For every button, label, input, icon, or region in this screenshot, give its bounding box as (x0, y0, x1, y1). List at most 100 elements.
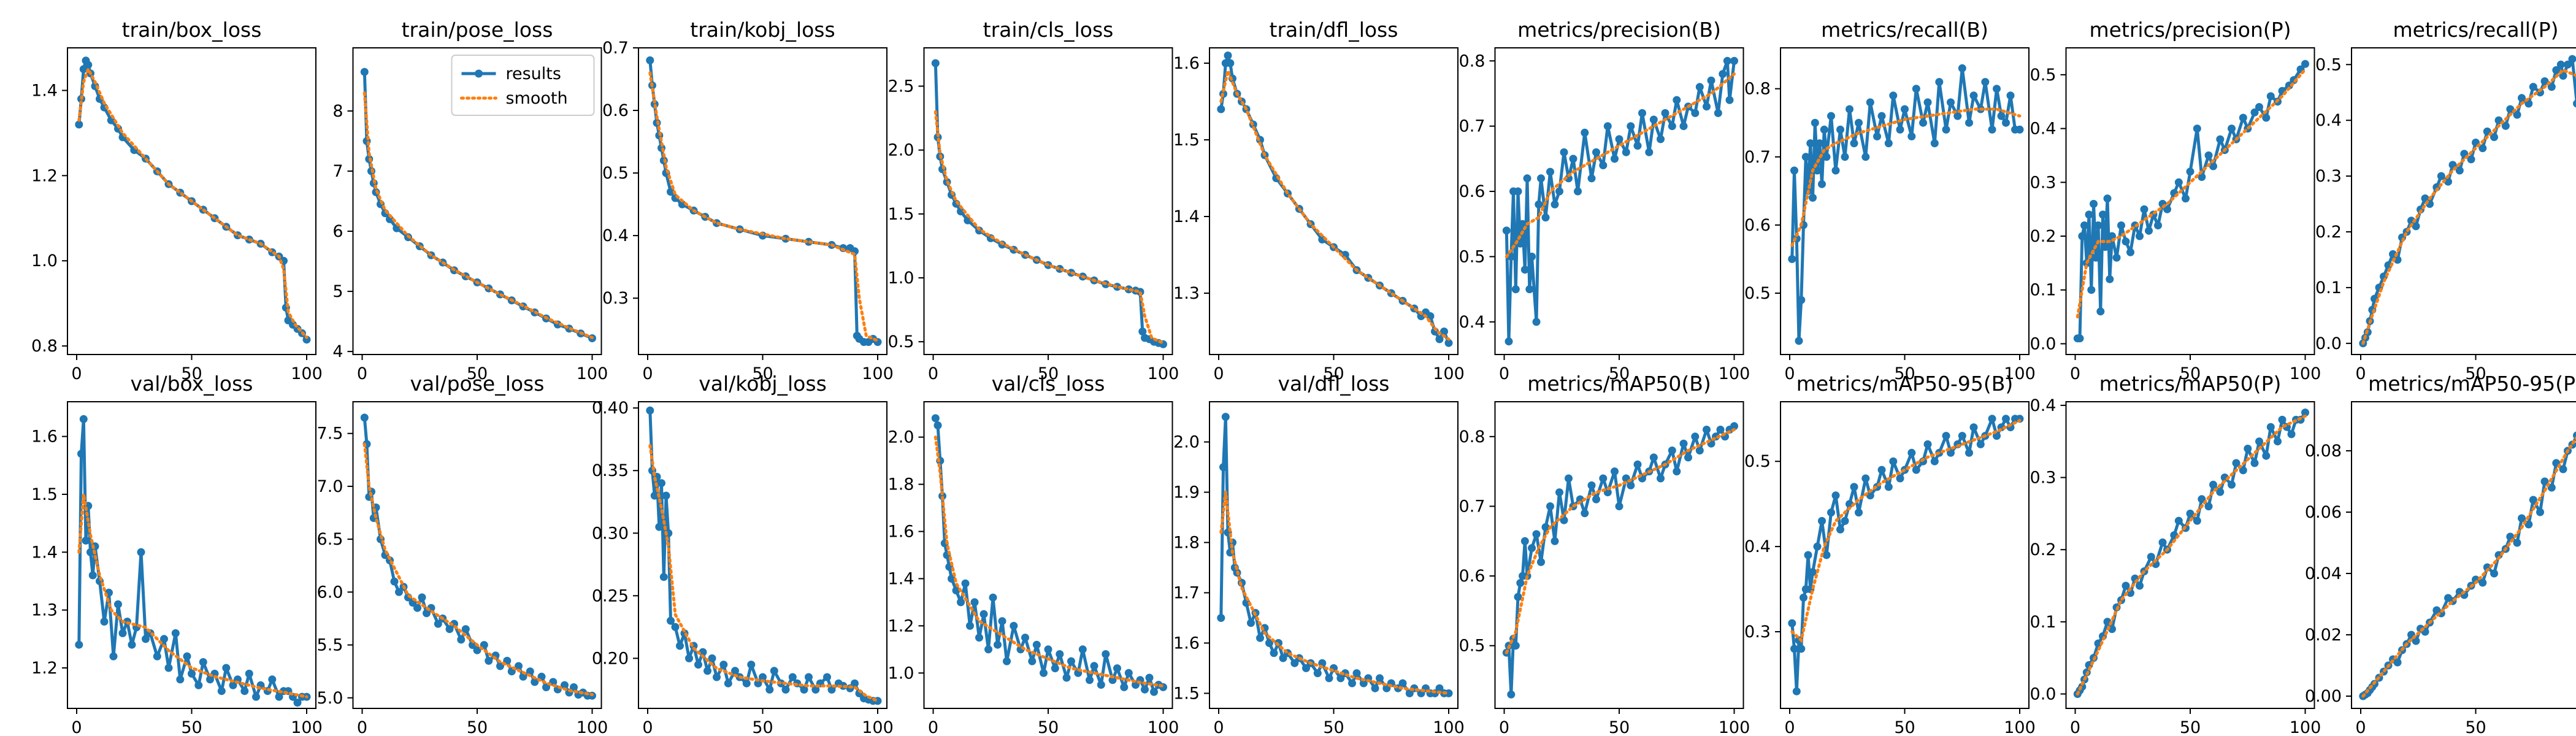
results-marker (160, 635, 168, 643)
smooth-line (1219, 66, 1451, 341)
results-marker (293, 699, 302, 707)
subplot: metrics/precision(P) 0 50 100 0.0 0.1 0.2 0.3 0.… (2030, 18, 2321, 383)
results-marker (1645, 148, 1654, 156)
y-tick-label: 6 (332, 222, 343, 241)
subplot-title: val/pose_loss (410, 372, 545, 396)
results-marker (2564, 60, 2572, 69)
smooth-line (362, 442, 594, 697)
y-tick-label: 0.02 (2305, 626, 2342, 645)
results-marker (2193, 125, 2201, 133)
results-marker (1592, 148, 1600, 156)
results-marker (188, 669, 196, 678)
results-marker (1988, 125, 1996, 134)
results-marker (1086, 676, 1094, 684)
smooth-line (2076, 415, 2307, 696)
results-marker (1813, 166, 1822, 175)
results-marker (2478, 144, 2487, 153)
results-marker (671, 623, 680, 631)
results-marker (2552, 66, 2561, 74)
x-tick-label: 100 (1719, 718, 1750, 736)
subplot: train/kobj_loss 0 50 100 0.3 0.4 0.5 0.6 0.7 (602, 18, 894, 383)
results-marker (1633, 460, 1642, 469)
x-tick-label: 50 (467, 718, 488, 736)
legend-box (451, 55, 595, 116)
results-marker (1615, 502, 1623, 510)
results-line (2076, 412, 2307, 695)
y-tick-label: 0.6 (602, 101, 629, 120)
results-marker (1611, 467, 1619, 476)
smooth-line (1505, 428, 1736, 654)
subplot: train/cls_loss 0 50 100 0.5 1.0 1.5 2.0 2.5 (888, 18, 1179, 383)
results-marker (2266, 423, 2275, 431)
results-marker (2209, 162, 2217, 171)
results-marker (933, 421, 942, 429)
x-tick-label: 100 (1148, 718, 1179, 736)
subplot: train/box_loss 0 50 100 0.8 1.0 1.2 1.4 (31, 18, 323, 383)
results-marker (1032, 640, 1041, 649)
results-marker (1822, 153, 1831, 161)
x-tick-label: 0 (2070, 718, 2080, 736)
y-tick-label: 1.2 (888, 616, 914, 635)
results-marker (418, 593, 426, 602)
results-marker (1657, 474, 1665, 483)
y-tick-label: 0.0 (2315, 334, 2342, 353)
results-marker (1969, 423, 1978, 432)
results-marker (2193, 516, 2201, 525)
results-marker (2278, 415, 2287, 424)
results-marker (1555, 488, 1563, 497)
results-marker (2182, 194, 2190, 203)
y-tick-label: 1.8 (888, 475, 914, 494)
smooth-line (2361, 68, 2576, 345)
subplot: val/pose_loss 0 50 100 5.0 5.5 6.0 6.5 7.0 7.5 (317, 372, 608, 736)
results-marker (2112, 253, 2121, 262)
y-tick-label: 1.5 (1173, 131, 1200, 150)
y-tick-label: 1.2 (31, 659, 58, 678)
results-marker (676, 642, 684, 650)
results-marker (1505, 337, 1513, 346)
subplot: metrics/mAP50(P) 0 50 100 0.0 0.1 0.2 0.3 0.4 (2030, 372, 2321, 736)
subplot-title: metrics/recall(B) (1821, 18, 1988, 42)
y-tick-label: 0.5 (2030, 66, 2057, 85)
y-tick-label: 0.3 (2315, 167, 2342, 186)
results-marker (1633, 142, 1642, 150)
results-marker (2490, 133, 2498, 141)
results-marker (1217, 105, 1225, 113)
results-marker (2384, 261, 2393, 269)
subplot-title: val/kobj_loss (699, 372, 827, 396)
results-marker (153, 652, 161, 661)
y-tick-label: 1.7 (1173, 583, 1200, 602)
y-tick-label: 0.0 (2030, 684, 2057, 703)
plot-area (1788, 64, 2024, 345)
results-marker (1813, 542, 1822, 551)
results-marker (1217, 614, 1225, 622)
results-marker (1444, 689, 1453, 697)
results-marker (1873, 132, 1881, 140)
x-tick-label: 100 (577, 364, 608, 383)
plot-area (1788, 415, 2024, 696)
results-marker (2437, 172, 2445, 180)
results-marker (1827, 112, 1835, 120)
results-marker (1703, 102, 1711, 111)
results-marker (1221, 413, 1230, 421)
results-marker (1661, 109, 1669, 117)
results-marker (469, 641, 477, 650)
x-tick-label: 50 (1323, 364, 1344, 383)
results-marker (114, 600, 122, 608)
results-marker (961, 579, 970, 588)
smooth-line (1790, 107, 2022, 247)
results-marker (2006, 91, 2015, 100)
results-marker (1525, 285, 1534, 294)
axes-frame (2351, 401, 2576, 709)
results-marker (206, 675, 214, 684)
results-marker (1581, 128, 1589, 137)
results-marker (667, 616, 675, 625)
results-marker (1804, 551, 1812, 559)
results-marker (1569, 155, 1577, 163)
results-marker (1723, 56, 1731, 65)
results-marker (1976, 440, 1985, 448)
results-marker (989, 593, 997, 602)
y-tick-label: 1.4 (888, 569, 914, 588)
results-marker (1028, 657, 1037, 665)
results-marker (1855, 118, 1863, 127)
results-marker (1044, 645, 1052, 654)
